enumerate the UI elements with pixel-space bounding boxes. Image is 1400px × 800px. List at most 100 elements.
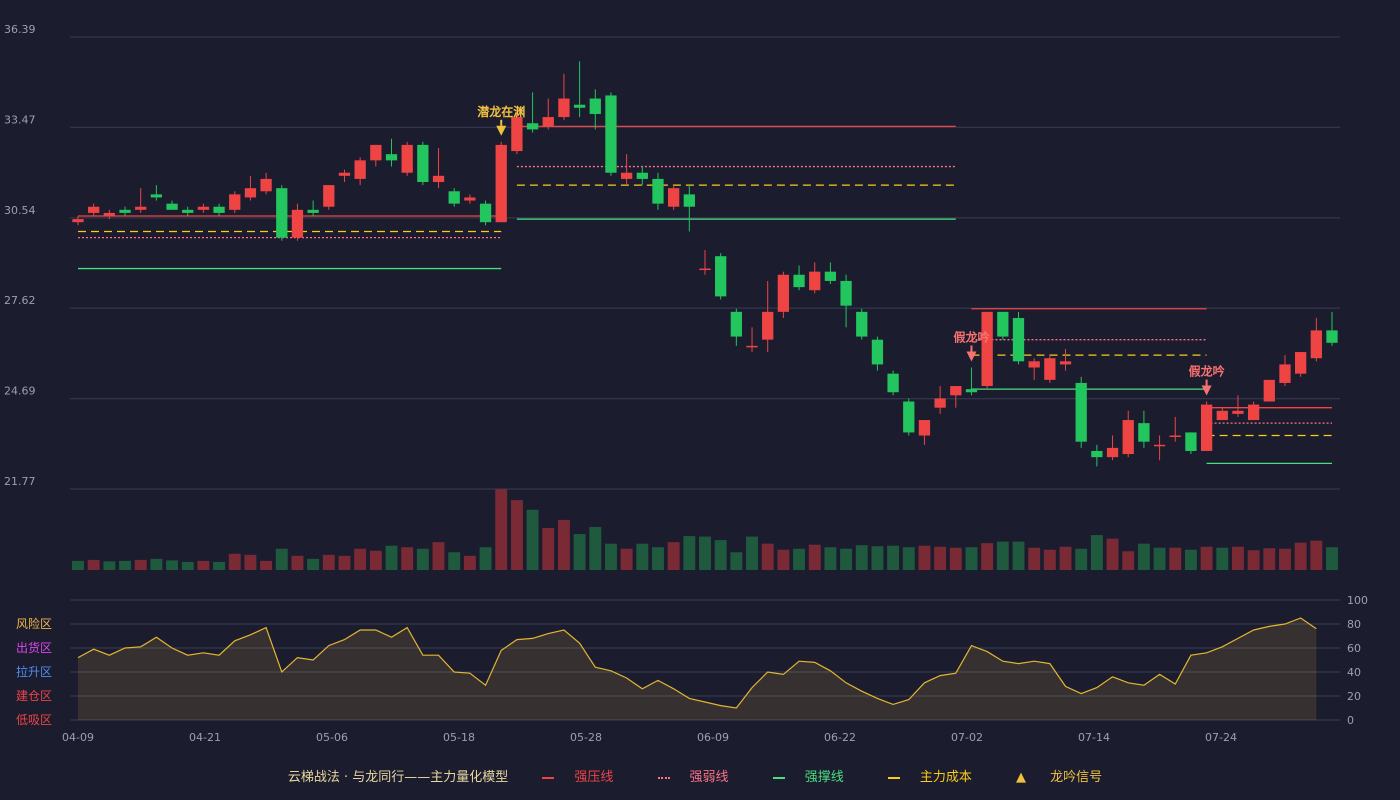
candle-body [1326, 330, 1338, 343]
signal-arrow [966, 351, 977, 362]
candle-body [166, 203, 178, 210]
volume-bar [808, 544, 821, 570]
candle-body [1310, 330, 1322, 359]
volume-bar [1153, 547, 1166, 570]
volume-bar [385, 545, 398, 570]
volume-bar [573, 534, 586, 570]
volume-bar [1012, 541, 1025, 570]
zone-label: 建仓区 [16, 689, 52, 703]
candle-body [135, 206, 147, 210]
candle-body [72, 219, 84, 223]
volume-bar [1310, 540, 1323, 570]
osc-tick-label: 80 [1347, 618, 1361, 631]
x-tick-label: 07-02 [951, 731, 983, 744]
candle-body [981, 311, 993, 387]
candle-body [1044, 358, 1056, 380]
osc-tick-label: 40 [1347, 666, 1361, 679]
volume-bar [150, 558, 163, 570]
volume-bar [166, 560, 179, 570]
legend-item-pressure[interactable]: 强压线 [532, 770, 623, 785]
candle-body [620, 172, 633, 179]
volume-bar [401, 547, 414, 570]
volume-bar [228, 553, 241, 570]
volume-bar [1200, 546, 1213, 570]
candle-body [495, 144, 507, 223]
candle-body [918, 420, 931, 436]
candle-body [903, 401, 915, 433]
volume-bar [542, 527, 555, 570]
volume-bar [1247, 550, 1260, 570]
volume-bar [213, 561, 226, 570]
candle-body [730, 311, 742, 337]
candle-body [558, 98, 570, 118]
volume-bar [1137, 543, 1150, 570]
volume-bar [636, 543, 649, 570]
volume-bar [855, 545, 868, 570]
volume-bar [1231, 546, 1244, 570]
volume-bar [291, 555, 304, 570]
candle-body [1247, 404, 1260, 421]
candle-body [401, 144, 413, 173]
legend-item-cost[interactable]: 主力成本 [878, 770, 982, 785]
osc-tick-label: 100 [1347, 594, 1368, 607]
x-tick-label: 05-06 [316, 731, 348, 744]
legend-item-strength[interactable]: 强弱线 [648, 770, 739, 785]
volume-bar [1216, 547, 1229, 570]
volume-bar [996, 541, 1009, 570]
x-tick-label: 07-14 [1078, 731, 1110, 744]
volume-bar [667, 542, 680, 570]
candle-body [370, 144, 382, 161]
candle-body [1012, 318, 1025, 362]
price-tick-label: 24.69 [4, 385, 36, 398]
candle-body [871, 339, 884, 365]
price-tick-label: 36.39 [4, 23, 36, 36]
candle-body [1106, 447, 1119, 458]
candle-body [840, 280, 852, 306]
candle-body [1091, 450, 1103, 458]
candle-body [699, 268, 711, 271]
volume-bar [1028, 547, 1041, 570]
candle-body [417, 144, 429, 182]
candle-body [291, 209, 304, 238]
volume-bar [604, 543, 617, 570]
candle-body [464, 197, 476, 201]
volume-bar [557, 519, 570, 570]
volume-bar [1263, 548, 1276, 570]
candle-body [385, 154, 398, 161]
volume-bar [479, 547, 492, 570]
zone-label: 风险区 [16, 616, 52, 631]
volume-bar [934, 546, 947, 570]
legend-item-signal[interactable]: ▲ 龙吟信号 [1016, 770, 1103, 785]
volume-bar [526, 509, 539, 570]
price-tick-label: 30.54 [4, 204, 36, 217]
volume-bar [448, 552, 461, 570]
legend-item-support[interactable]: 强撑线 [763, 770, 854, 785]
candle-body [542, 117, 554, 127]
signal-arrow [1201, 385, 1212, 396]
oscillator-line [77, 617, 1317, 709]
candle-body [997, 311, 1009, 337]
volume-bar [87, 559, 100, 570]
candle-body [448, 191, 460, 204]
volume-bar [824, 547, 837, 570]
signal-label: 假龙吟 [1189, 364, 1225, 379]
volume-bar [871, 546, 884, 570]
candle-body [1075, 382, 1087, 442]
volume-bar [416, 548, 429, 570]
candle-body [511, 117, 523, 152]
x-tick-label: 05-28 [570, 731, 602, 744]
volume-bar [840, 548, 853, 570]
x-tick-label: 04-09 [62, 731, 94, 744]
volume-bar [949, 547, 962, 570]
volume-bar [1326, 547, 1338, 570]
candle-body [526, 123, 539, 130]
candle-body [589, 98, 601, 114]
x-tick-label: 04-21 [189, 731, 221, 744]
volume-bar [322, 554, 335, 570]
candle-body [338, 172, 351, 176]
volume-bar [683, 536, 696, 570]
candle-body [307, 209, 319, 213]
candle-body [103, 212, 115, 217]
volume-bar [699, 536, 711, 570]
volume-bar [1184, 549, 1197, 570]
